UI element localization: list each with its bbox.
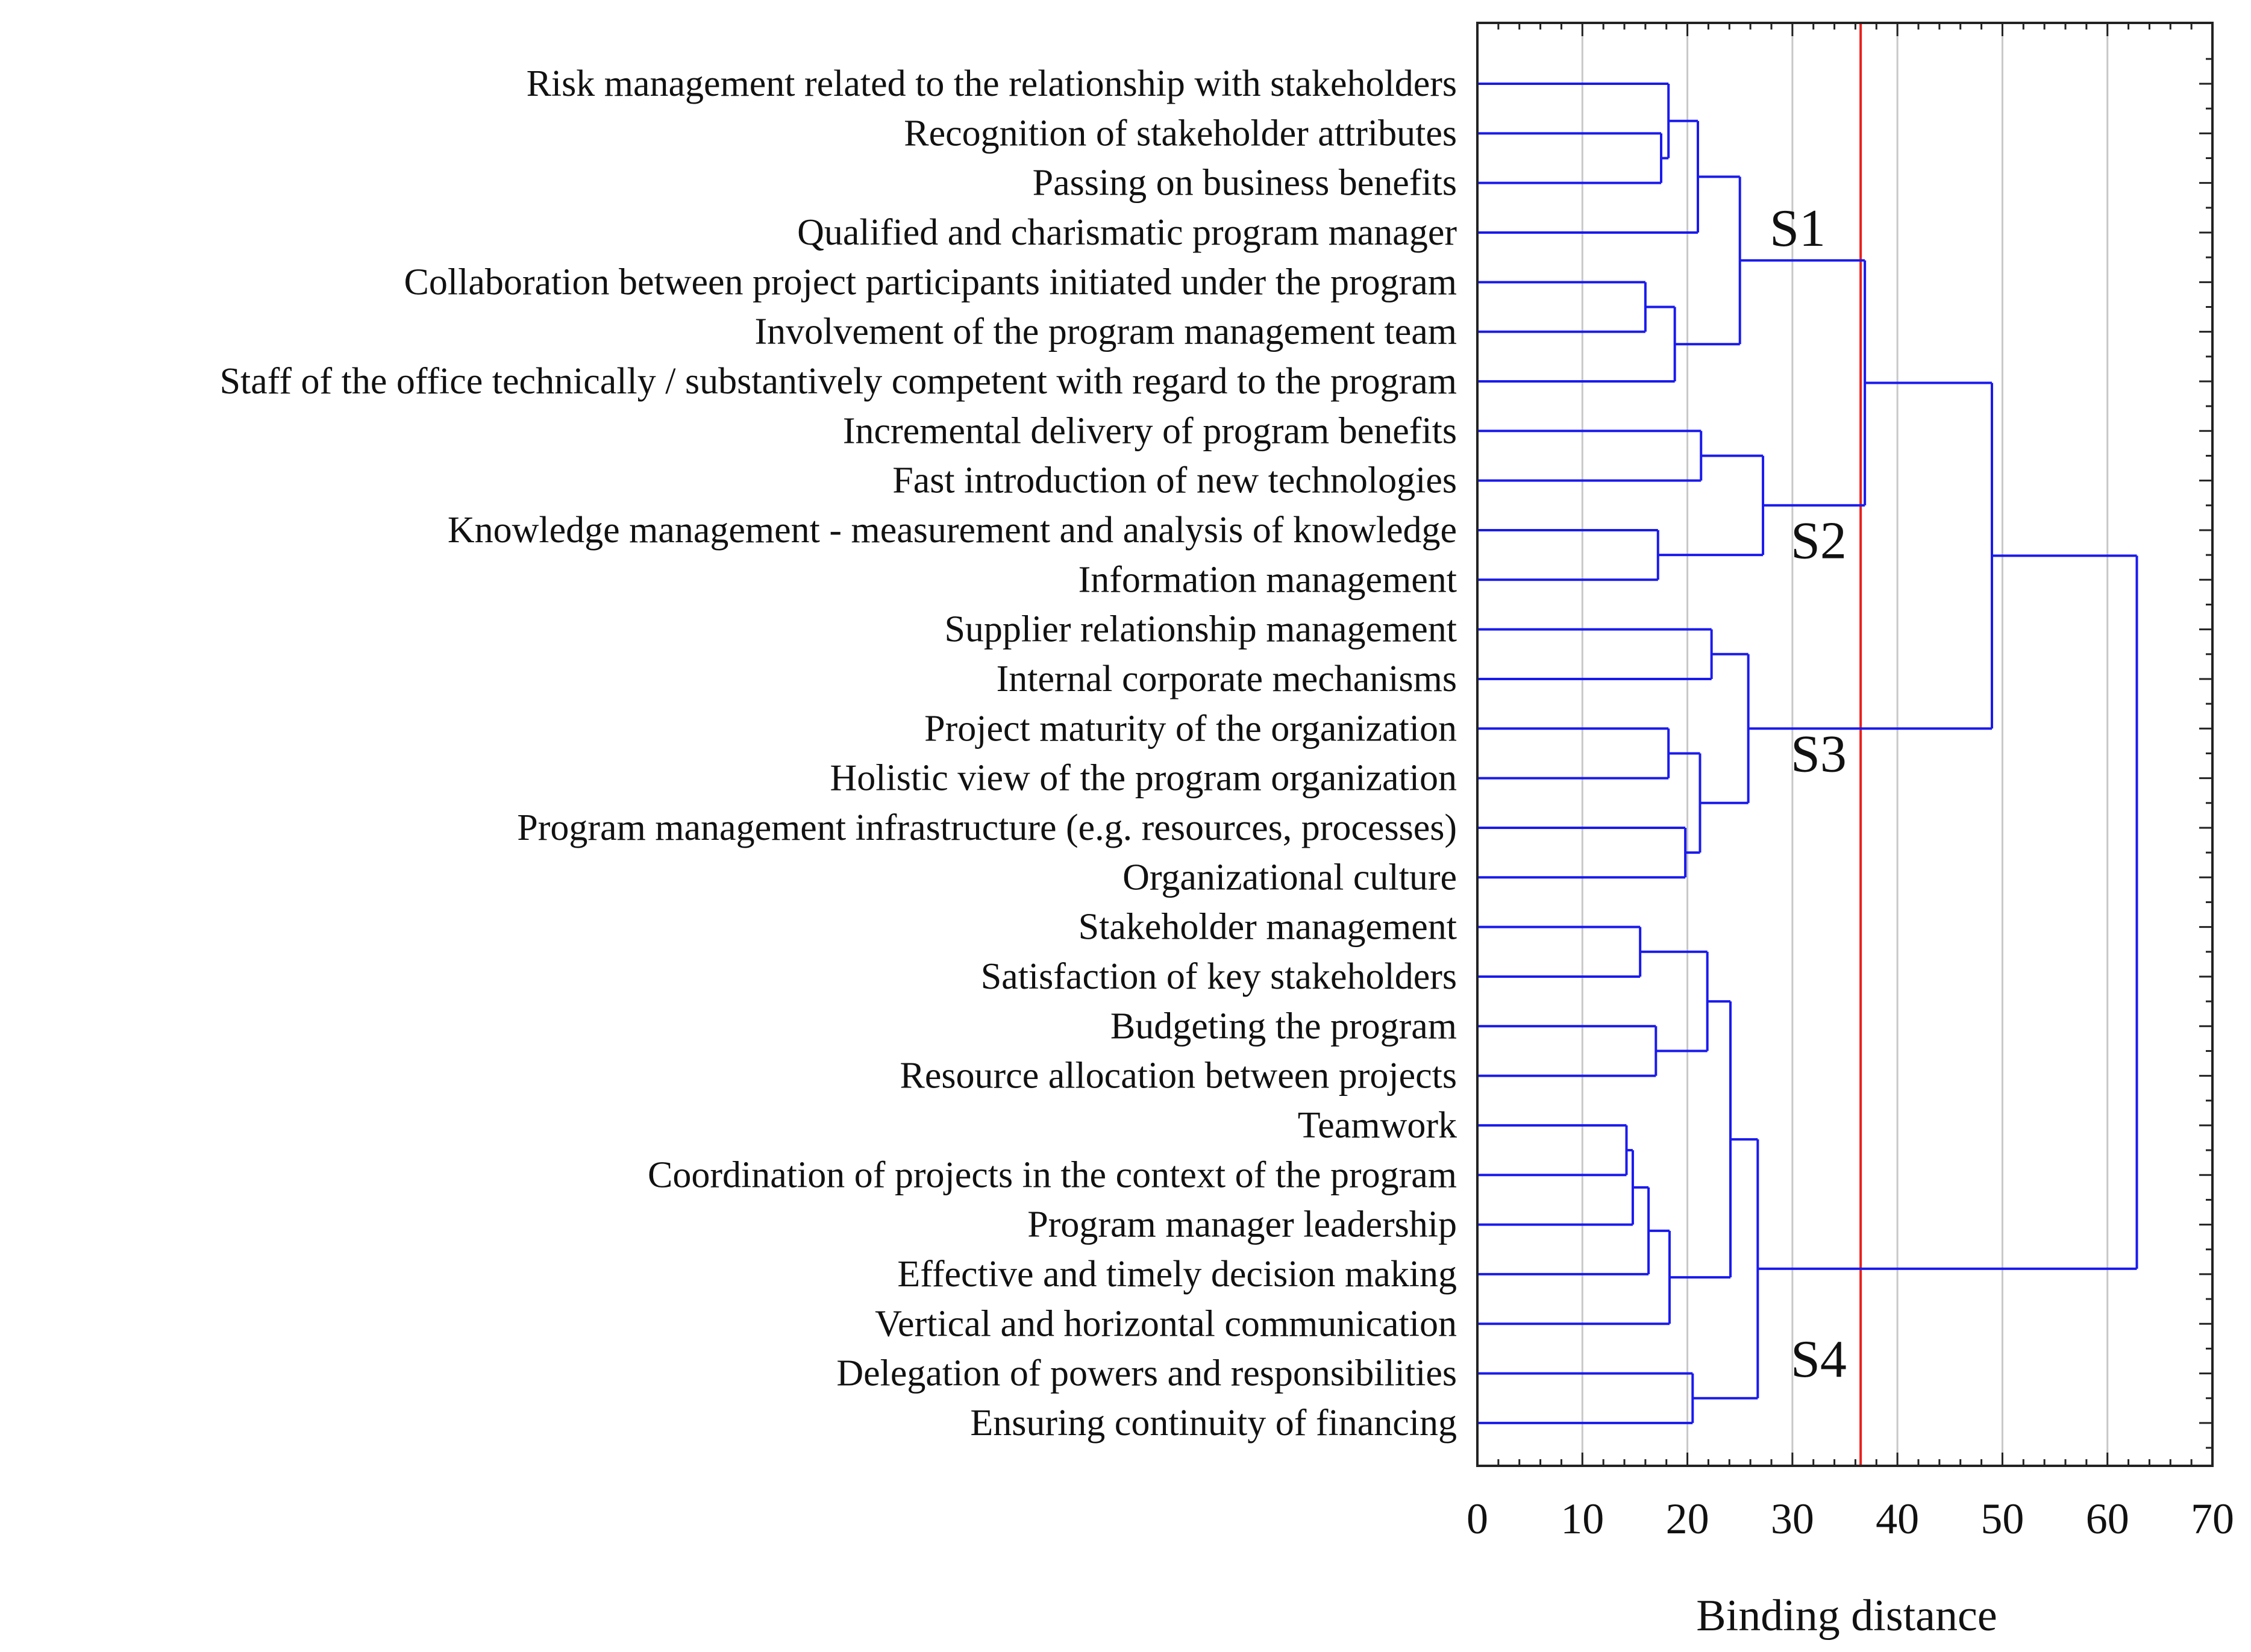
x-tick-label: 30 [1771, 1495, 1814, 1543]
leaf-label: Qualified and charismatic program manage… [797, 212, 1457, 253]
cluster-label: S3 [1791, 725, 1847, 783]
leaf-label: Incremental delivery of program benefits [843, 410, 1457, 451]
leaf-label: Knowledge management - measurement and a… [448, 510, 1457, 551]
dendrogram-links [1477, 83, 2138, 1424]
leaf-label: Collaboration between project participan… [404, 261, 1457, 302]
x-tick-label: 70 [2191, 1495, 2234, 1543]
cluster-label: S4 [1791, 1330, 1847, 1389]
leaf-label: Holistic view of the program organizatio… [830, 758, 1457, 799]
x-tick-label: 60 [2086, 1495, 2129, 1543]
leaf-label: Ensuring continuity of financing [970, 1403, 1457, 1444]
leaf-label: Program manager leadership [1027, 1204, 1457, 1245]
leaf-label: Internal corporate mechanisms [997, 659, 1457, 699]
cluster-labels: S1 S2 S3 S4 [1770, 199, 1847, 1389]
leaf-label: Involvement of the program management te… [754, 311, 1457, 352]
leaf-label: Resource allocation between projects [900, 1056, 1457, 1097]
plot-frame [1476, 22, 2214, 1467]
leaf-label: Risk management related to the relations… [527, 63, 1457, 104]
leaf-label: Fast introduction of new technologies [892, 460, 1457, 501]
x-tick-label: 50 [1980, 1495, 2024, 1543]
leaf-label: Delegation of powers and responsibilitie… [836, 1353, 1457, 1394]
leaf-label: Budgeting the program [1110, 1006, 1457, 1047]
leaf-label: Stakeholder management [1079, 907, 1457, 948]
cluster-label: S2 [1791, 512, 1847, 570]
x-tick-label: 0 [1467, 1495, 1488, 1543]
leaf-label: Effective and timely decision making [897, 1254, 1457, 1295]
x-tick-label: 20 [1666, 1495, 1709, 1543]
cluster-label: S1 [1770, 199, 1826, 258]
leaf-label: Project maturity of the organization [924, 708, 1457, 749]
leaf-label: Teamwork [1298, 1105, 1457, 1146]
leaf-label: Recognition of stakeholder attributes [904, 113, 1457, 154]
leaf-label: Information management [1079, 559, 1457, 600]
x-axis-title: Binding distance [1696, 1591, 1997, 1641]
leaf-label: Staff of the office technically / substa… [220, 361, 1457, 402]
leaf-label: Organizational culture [1122, 857, 1457, 898]
leaf-label: Coordination of projects in the context … [648, 1154, 1457, 1195]
leaf-label: Program management infrastructure (e.g. … [517, 807, 1457, 848]
leaf-label: Vertical and horizontal communication [875, 1303, 1457, 1344]
leaf-label: Supplier relationship management [944, 609, 1457, 650]
x-axis: 0 10 20 30 40 50 60 70 [1467, 22, 2234, 1543]
x-tick-label: 10 [1561, 1495, 1604, 1543]
leaf-label: Satisfaction of key stakeholders [981, 956, 1457, 997]
leaf-label: Passing on business benefits [1033, 163, 1457, 204]
leaf-labels: Risk management related to the relations… [220, 63, 1457, 1444]
x-tick-label: 40 [1876, 1495, 1919, 1543]
